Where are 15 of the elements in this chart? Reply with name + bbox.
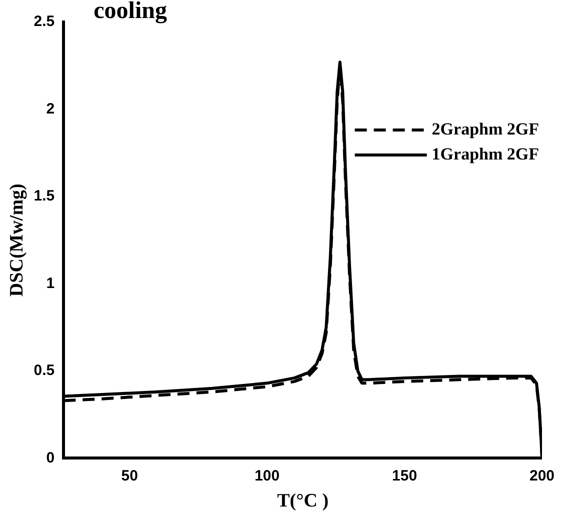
y-tick-label: 1.5 [34, 188, 55, 205]
y-tick-label: 0.5 [34, 362, 55, 380]
y-tick-label: 2.5 [34, 13, 55, 30]
x-axis-title: T(°C ) [277, 490, 329, 512]
x-tick-label: 150 [392, 467, 418, 484]
y-axis-title: DSC(Mw/mg) [6, 184, 28, 297]
y-tick-label: 0 [46, 449, 55, 466]
chart-title: cooling [94, 0, 167, 24]
x-tick-label: 50 [121, 467, 138, 484]
y-tick-label: 1 [46, 274, 55, 292]
legend-label: 2Graphm 2GF [432, 119, 540, 138]
legend-label: 1Graphm 2GF [432, 144, 540, 164]
x-tick-label: 200 [529, 467, 555, 484]
x-tick-label: 100 [254, 467, 280, 484]
y-tick-label: 2 [46, 100, 55, 118]
